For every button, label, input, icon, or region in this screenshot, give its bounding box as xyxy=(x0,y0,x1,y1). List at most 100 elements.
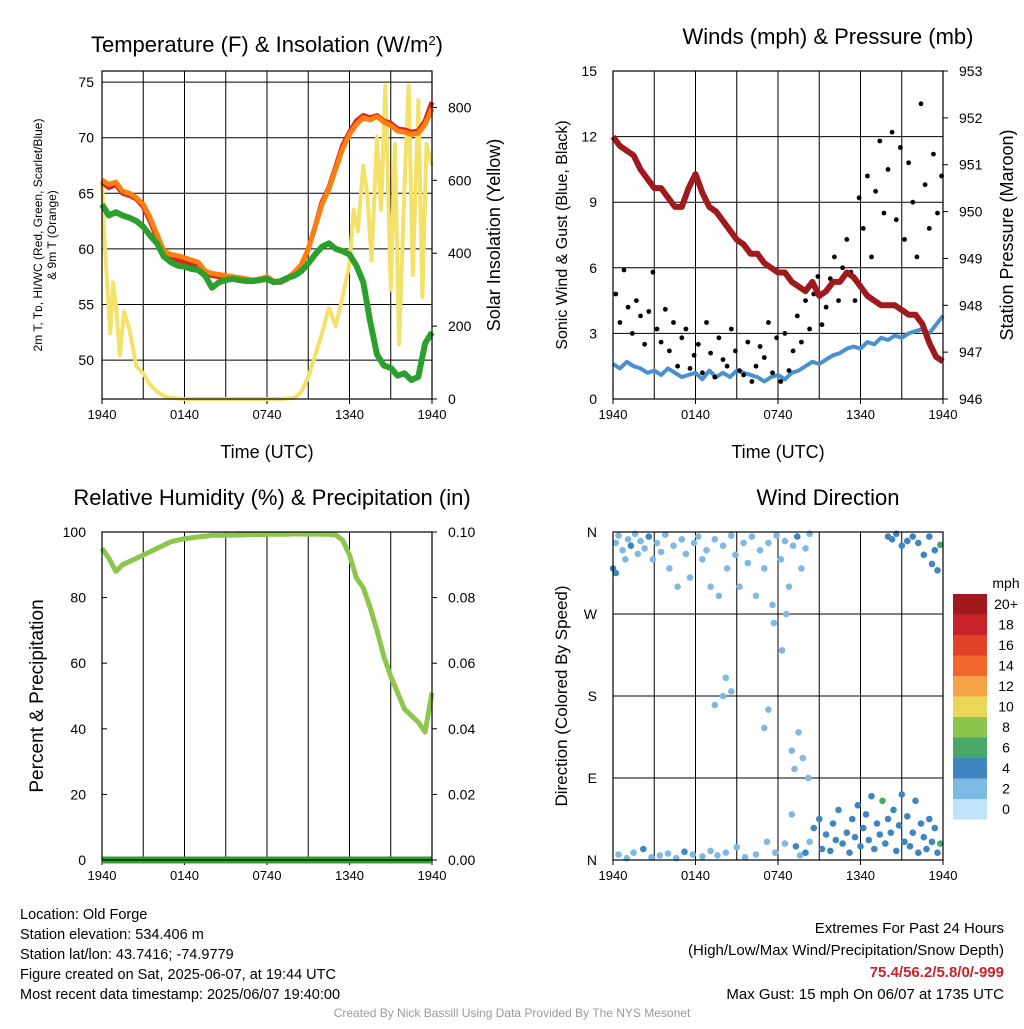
y-tick-label: 50 xyxy=(78,352,94,368)
x-tick-label: 0140 xyxy=(681,868,710,883)
direction-point xyxy=(931,824,939,832)
x-tick-label: 0140 xyxy=(170,868,199,883)
direction-point xyxy=(615,851,622,858)
chart-title: Relative Humidity (%) & Precipitation (i… xyxy=(73,485,470,510)
direction-point xyxy=(857,843,864,850)
legend-label: 4 xyxy=(1002,760,1010,776)
y-tick-label: E xyxy=(588,770,597,786)
y2-axis-label: Station Pressure (Maroon) xyxy=(997,129,1017,340)
legend-label: 8 xyxy=(1002,719,1010,735)
direction-point xyxy=(890,806,897,814)
x-tick-label: 0740 xyxy=(764,868,793,883)
direction-point xyxy=(630,849,637,856)
x-tick-label: 1340 xyxy=(335,868,364,883)
direction-point xyxy=(777,556,785,563)
direction-point xyxy=(707,583,714,590)
gust-point xyxy=(832,254,837,260)
legend-label: 0 xyxy=(1002,801,1010,817)
legend-swatch xyxy=(953,614,987,635)
y2-tick-label: 0.10 xyxy=(448,524,475,540)
direction-point xyxy=(832,836,840,844)
y2-tick-label: 951 xyxy=(959,157,983,173)
gust-point xyxy=(823,304,829,310)
direction-point xyxy=(648,854,655,861)
direction-point xyxy=(657,548,665,556)
gust-point xyxy=(898,145,903,150)
gust-point xyxy=(621,267,627,273)
direction-point xyxy=(904,813,911,820)
direction-point xyxy=(656,852,664,859)
direction-point xyxy=(849,815,856,823)
direction-point xyxy=(703,546,710,554)
gust-point xyxy=(625,304,631,310)
x-tick-label: 0140 xyxy=(681,407,710,422)
x-axis-label: Time (UTC) xyxy=(220,442,313,462)
direction-point xyxy=(827,847,834,855)
legend-swatch xyxy=(953,655,987,676)
y-tick-label: 6 xyxy=(589,260,597,276)
direction-point xyxy=(934,567,941,574)
direction-point xyxy=(714,852,721,859)
y-tick-label: 65 xyxy=(78,185,94,201)
direction-point xyxy=(931,546,939,554)
gust-point xyxy=(836,298,841,303)
x-tick-label: 1340 xyxy=(846,407,875,422)
direction-point xyxy=(839,840,846,847)
max-gust: Max Gust: 15 mph On 06/07 at 1735 UTC xyxy=(726,986,1004,1003)
direction-point xyxy=(783,610,790,618)
gust-point xyxy=(679,335,685,341)
legend-swatch xyxy=(953,799,987,820)
gust-point xyxy=(770,370,775,376)
direction-point xyxy=(732,551,739,559)
gust-point xyxy=(889,129,895,135)
y-axis-label-line: 2m T, Tᴅ, HI/WC (Red, Green, Scarlet/Blu… xyxy=(31,119,45,352)
direction-point xyxy=(756,546,764,554)
direction-point xyxy=(926,533,933,540)
y-axis-label-line: & 9m T (Orange) xyxy=(45,190,59,280)
direction-point xyxy=(816,815,823,823)
direction-point xyxy=(795,729,802,736)
direction-point xyxy=(699,853,706,860)
plot-frame xyxy=(101,531,433,861)
direction-point xyxy=(854,802,862,809)
direction-point xyxy=(898,542,906,549)
direction-point xyxy=(909,829,917,836)
gust-point xyxy=(844,237,850,242)
y2-tick-label: 953 xyxy=(959,63,983,79)
direction-point xyxy=(690,539,698,547)
direction-point xyxy=(674,583,681,590)
direction-point xyxy=(752,851,760,858)
direction-point xyxy=(653,539,661,547)
x-tick-label: 1940 xyxy=(929,868,958,883)
y2-tick-label: 800 xyxy=(448,99,472,115)
station-info: Location: Old Forge Station elevation: 5… xyxy=(20,905,340,1005)
y-tick-label: W xyxy=(584,606,598,622)
direction-point xyxy=(802,849,809,856)
recent-timestamp: Most recent data timestamp: 2025/06/07 1… xyxy=(20,987,341,1003)
direction-point xyxy=(728,688,735,695)
gust-point xyxy=(634,298,639,303)
gust-point xyxy=(914,254,920,260)
direction-point xyxy=(805,774,812,782)
y2-tick-label: 0.00 xyxy=(448,852,475,868)
direction-point xyxy=(662,531,669,538)
x-tick-label: 1940 xyxy=(88,407,117,422)
y-tick-label: 100 xyxy=(63,524,87,540)
y-tick-label: 15 xyxy=(581,63,597,79)
legend-swatch xyxy=(953,778,987,799)
direction-point xyxy=(882,840,889,847)
y2-tick-label: 950 xyxy=(959,204,983,220)
gust-point xyxy=(873,188,878,194)
gust-point xyxy=(650,269,656,275)
direction-point xyxy=(765,706,772,713)
direction-point xyxy=(736,583,743,590)
gust-point xyxy=(926,226,932,231)
y2-axis-label: Solar Insolation (Yellow) xyxy=(484,139,504,331)
direction-point xyxy=(871,845,878,853)
direction-point xyxy=(810,824,818,832)
direction-point xyxy=(898,791,906,798)
gust-point xyxy=(840,265,845,271)
direction-point xyxy=(822,831,830,838)
direction-point xyxy=(634,550,642,558)
